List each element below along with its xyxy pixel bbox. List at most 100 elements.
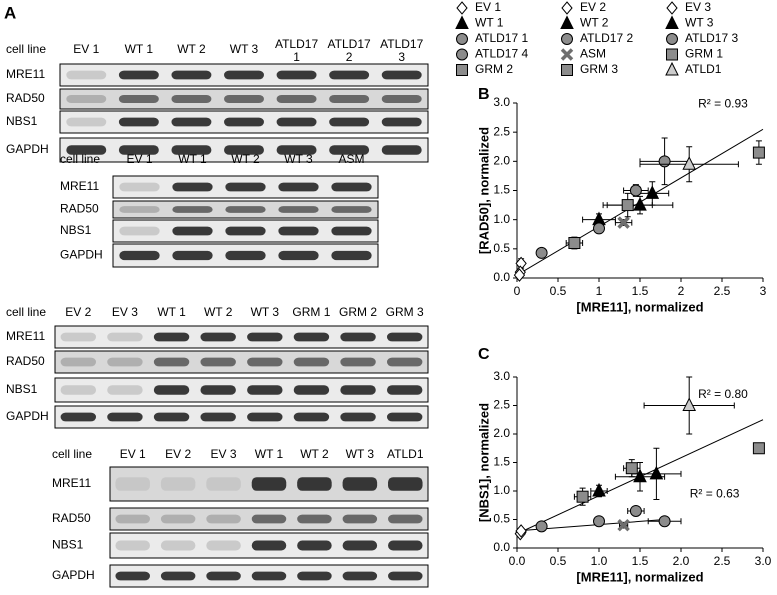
blot-band (331, 182, 372, 192)
blot-band (107, 332, 143, 342)
blot-band (171, 145, 212, 155)
legend-label: ATLD17 2 (580, 31, 633, 45)
marker-circle (456, 33, 468, 45)
marker-square (752, 146, 765, 159)
blot-band (381, 145, 422, 155)
blot-band (329, 117, 370, 127)
blot-band (297, 571, 332, 581)
marker-circle (629, 504, 642, 517)
blot-band (381, 95, 422, 103)
blot-band (386, 357, 423, 367)
marker-triangle (633, 468, 647, 483)
y-tick-label: 2.5 (493, 398, 510, 412)
x-tick-label: 2.5 (714, 554, 731, 568)
x-tick-label: 0 (514, 284, 521, 298)
lane-label: WT 1 (157, 305, 186, 319)
blot-band (119, 206, 160, 213)
blot-band (60, 412, 97, 422)
y-tick-label: 3.0 (493, 95, 510, 109)
marker-triangle (455, 15, 469, 29)
blot-band (119, 226, 160, 236)
blot-band (331, 226, 372, 236)
x-tick-label: 1.5 (632, 284, 649, 298)
y-tick-label: 1.5 (493, 183, 510, 197)
r-squared-label: R² = 0.80 (698, 387, 748, 401)
marker-triangle (665, 61, 679, 76)
blot-band (340, 332, 376, 342)
blot-band (340, 412, 376, 422)
blot-row-label: NBS1 (52, 538, 84, 552)
lane-label: WT 1 (254, 447, 284, 461)
blot-row-label: GAPDH (6, 409, 49, 423)
x-tick-label: 2.0 (673, 554, 690, 568)
blot-row-label: GAPDH (52, 568, 95, 582)
blot-band (225, 206, 266, 213)
x-tick-label: 1.5 (632, 554, 649, 568)
blot-band (224, 70, 264, 80)
marker-circle (535, 246, 548, 259)
blot-row-label: GAPDH (6, 142, 49, 156)
marker-circle (456, 48, 468, 61)
blot-band (119, 182, 160, 192)
blot-band (60, 332, 97, 342)
blot-band (60, 357, 97, 367)
blot-band (153, 412, 190, 422)
lane-label: EV 1 (126, 152, 153, 166)
blot-band (342, 571, 378, 581)
lane-label: WT 3 (229, 42, 259, 56)
blot-band (66, 145, 107, 155)
lane-label: WT 3 (345, 447, 375, 461)
blot-band (386, 412, 423, 422)
blot-band (200, 357, 236, 367)
y-tick-label: 0.5 (493, 241, 510, 255)
blot-band (278, 250, 319, 261)
blot-band (329, 145, 370, 155)
legend-label: EV 3 (685, 0, 711, 14)
blot-band (251, 540, 287, 551)
blot-band (107, 385, 143, 395)
blot-band (276, 95, 317, 103)
blot-band (225, 250, 266, 261)
blot-band (118, 117, 159, 127)
blot-band (206, 477, 241, 491)
marker-cross (617, 216, 630, 229)
x-tick-label: 0.0 (509, 554, 526, 568)
legend-label: ATLD1 (685, 62, 722, 76)
blot-band (342, 477, 378, 491)
blot-band (293, 357, 330, 367)
blot-row-label: MRE11 (6, 67, 45, 81)
blot-band (172, 226, 213, 236)
blot-band (342, 514, 378, 524)
lane-label: WT 2 (177, 42, 206, 56)
blot-band (206, 571, 241, 581)
blot-band (331, 250, 372, 261)
blot-band (206, 514, 241, 524)
blot-row-label: RAD50 (6, 354, 45, 368)
marker-diamond (456, 1, 468, 15)
blot-strip (54, 325, 429, 349)
blot-band (340, 357, 376, 367)
marker-diamond (515, 524, 527, 538)
y-tick-label: 2.0 (493, 154, 510, 168)
blot-row-label: NBS1 (6, 114, 38, 128)
marker-diamond (513, 268, 526, 282)
blot-band (247, 385, 283, 395)
x-tick-label: 0.5 (550, 284, 567, 298)
blot-header: cell line (6, 42, 46, 56)
blot-band (118, 145, 159, 155)
blot-band (225, 226, 266, 236)
marker-triangle (560, 15, 574, 29)
lane-label: GRM 1 (292, 305, 331, 319)
marker-square (625, 462, 638, 475)
marker-circle (658, 515, 671, 528)
blot-header: cell line (60, 152, 100, 166)
lane-label: WT 2 (203, 305, 233, 319)
blot-band (66, 117, 107, 127)
x-axis-title: [MRE11], normalized (576, 299, 703, 314)
blot-band (153, 385, 190, 395)
blot-row-label: NBS1 (6, 382, 38, 396)
y-tick-label: 0.0 (493, 270, 510, 284)
blot-band (171, 70, 212, 80)
marker-square (621, 199, 634, 212)
